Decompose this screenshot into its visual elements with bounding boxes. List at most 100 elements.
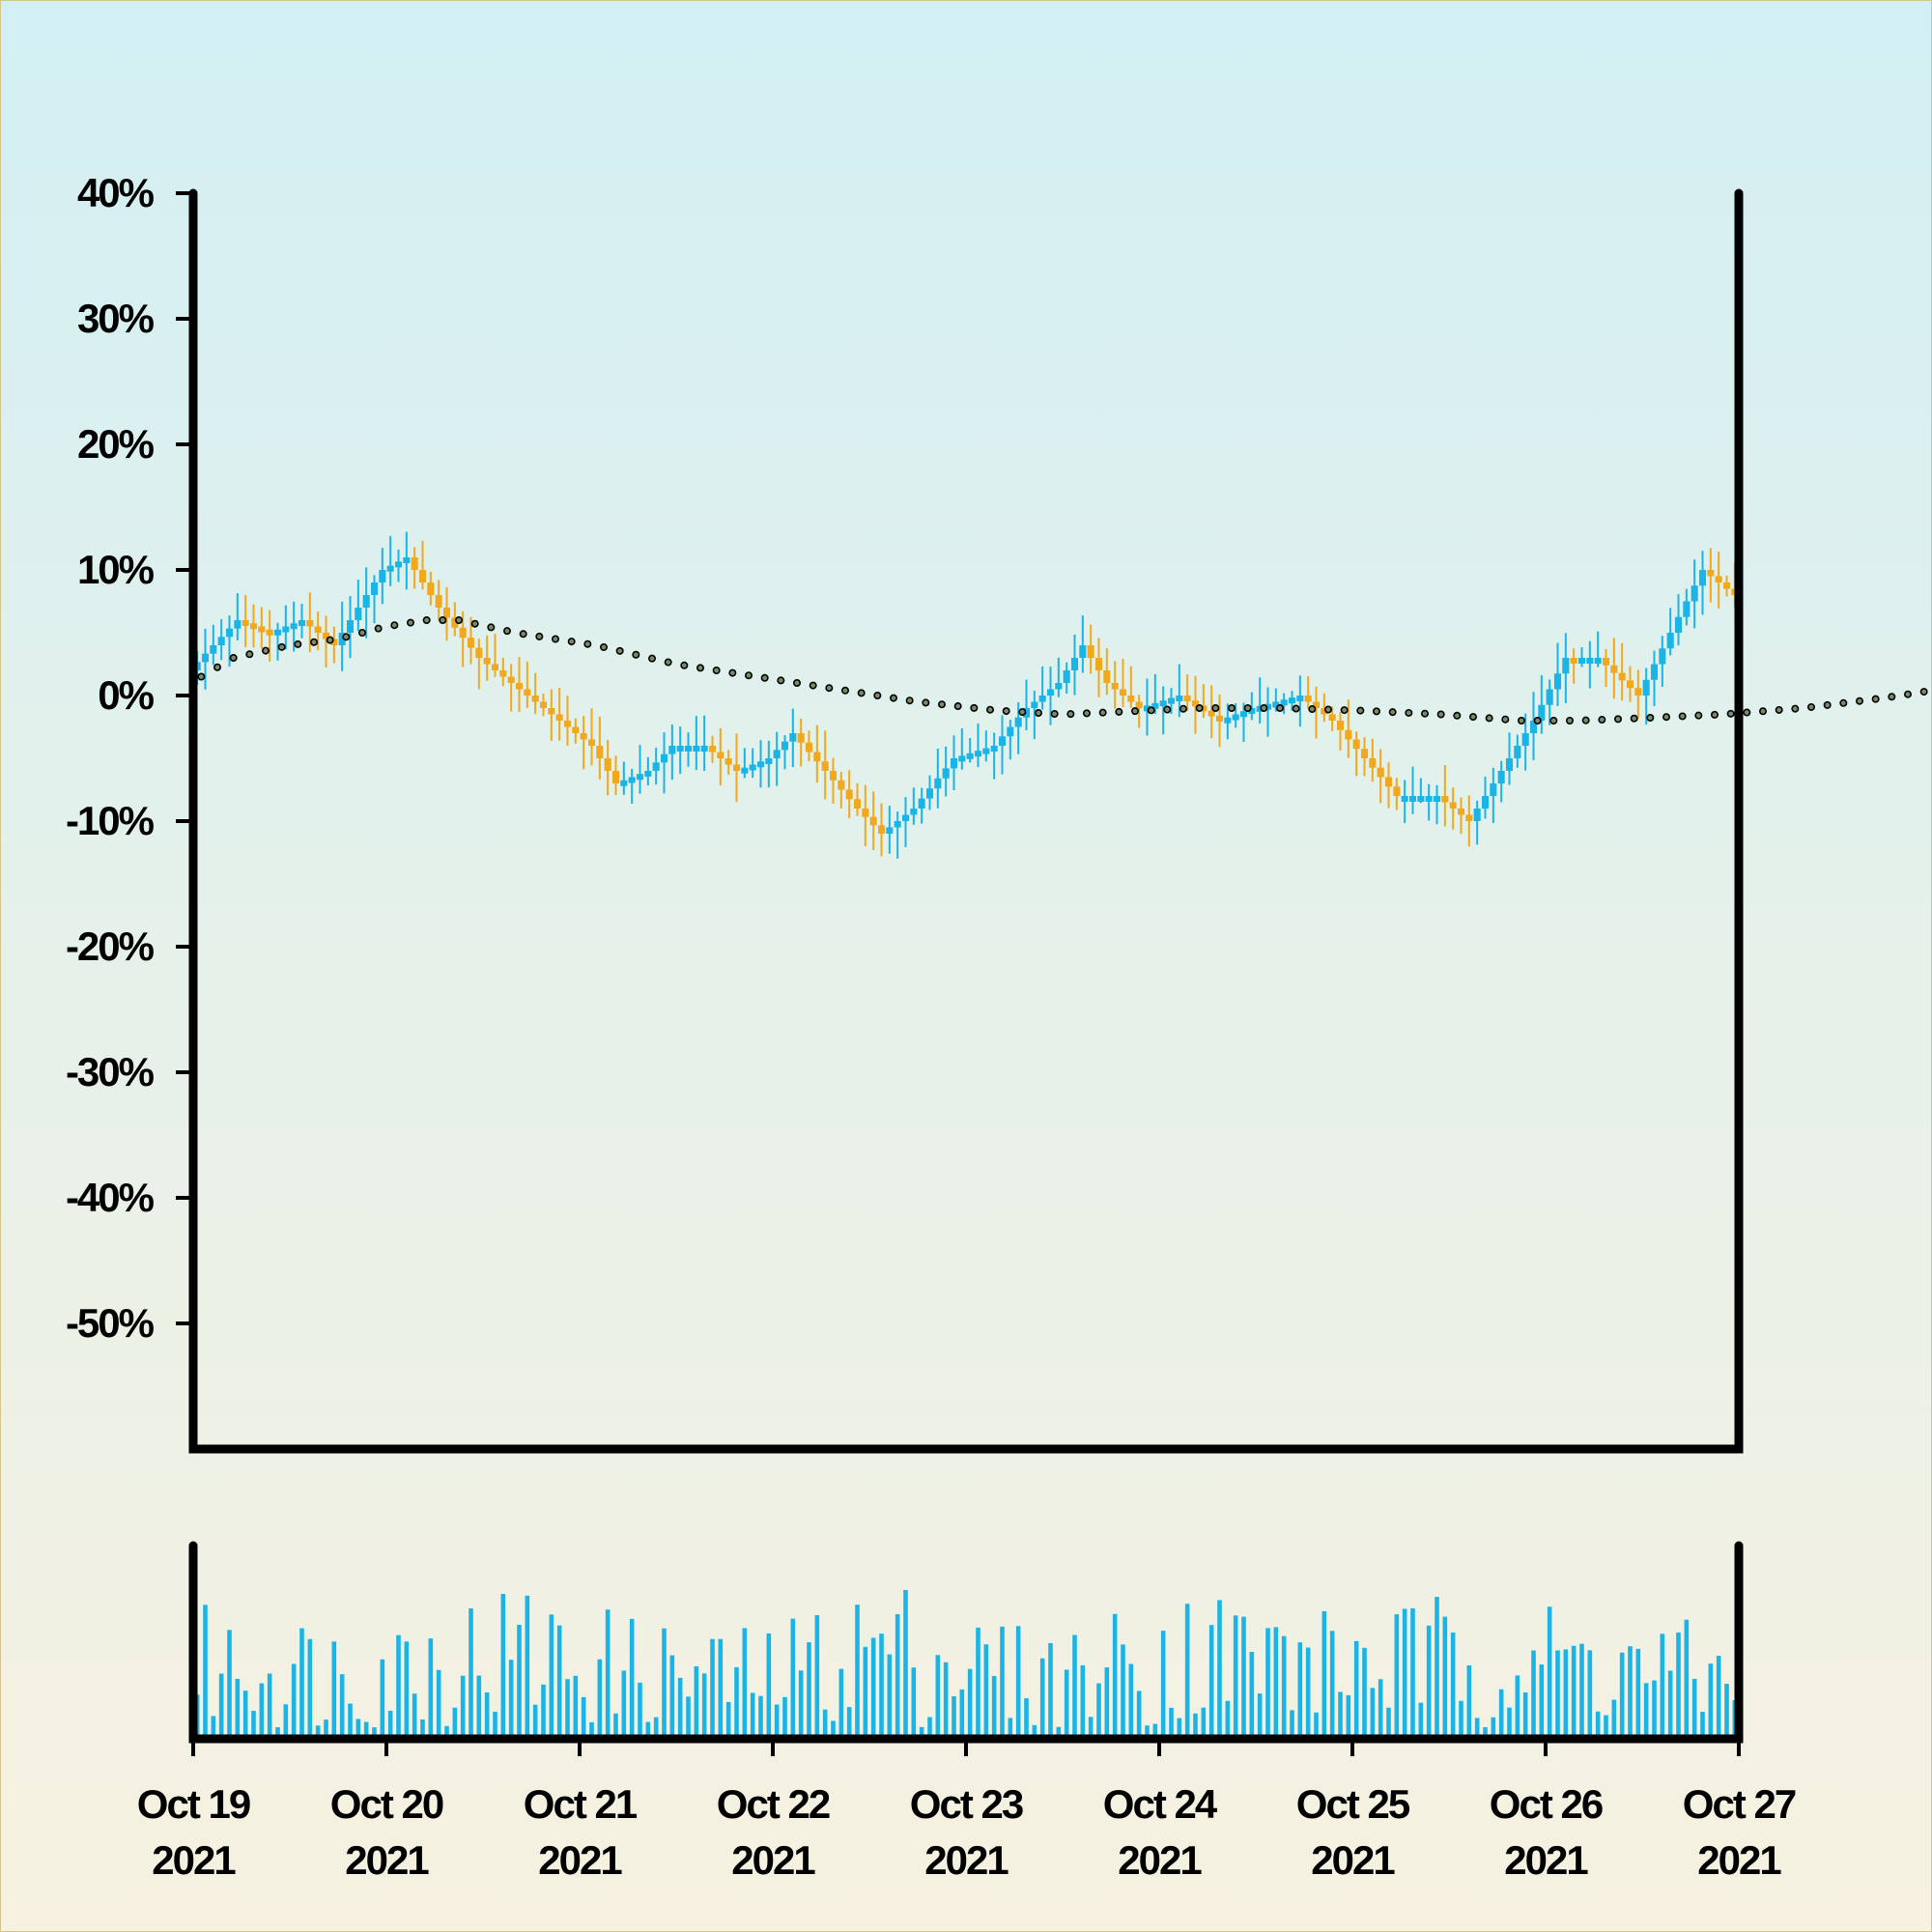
trend-dot [1791,704,1800,713]
trend-dot [840,686,849,695]
ohlc-body [974,751,982,757]
ohlc-body [1490,783,1497,796]
ohlc-body [1618,672,1626,681]
volume-bar [621,1670,627,1739]
volume-bar [1145,1725,1150,1739]
volume-bar [887,1654,893,1739]
y-tick-label: 30% [77,296,155,341]
trend-dot [357,628,366,637]
ohlc-body [1715,576,1722,582]
trend-dot [519,630,527,639]
trend-dot [1904,690,1913,698]
ohlc-body [442,608,451,618]
ohlc-body [877,825,886,834]
ohlc-body [1280,699,1288,706]
volume-bar [396,1634,401,1739]
volume-bar [1442,1616,1448,1739]
volume-bar [742,1628,748,1739]
trend-dot [342,633,351,641]
volume-bar [1056,1726,1062,1739]
ohlc-body [869,816,877,826]
trend-dot [1179,704,1188,713]
volume-bar [1611,1699,1617,1739]
ohlc-body [1377,767,1384,778]
volume-bar [331,1641,337,1739]
trend-dot [551,635,559,643]
ohlc-body [853,799,862,809]
ohlc-body [507,676,515,683]
ohlc-body [1408,796,1417,802]
volume-bar [1579,1643,1584,1739]
ohlc-body [225,628,234,638]
ohlc-body [1586,658,1594,664]
trend-dot [1228,703,1236,712]
volume-bar [1450,1632,1456,1739]
volume-bar [822,1709,828,1739]
volume-bar [251,1711,256,1739]
ohlc-body [756,761,765,768]
trend-dot [1066,710,1075,719]
ohlc-body [1345,729,1352,740]
ohlc-body [765,758,773,764]
volume-bar [517,1624,522,1739]
volume-bar [556,1625,562,1739]
trend-dot [422,615,431,624]
ohlc-body [1683,601,1690,617]
ohlc-body [1441,796,1449,803]
ohlc-body [1529,721,1538,733]
volume-bar [1160,1631,1166,1739]
ohlc-body [266,629,273,636]
volume-bar [581,1696,586,1739]
ohlc-body [411,557,418,570]
trend-dot [502,627,511,636]
volume-bar [1652,1680,1657,1739]
volume-bar [1201,1707,1207,1739]
volume-bar [694,1666,699,1739]
volume-bar [1459,1700,1463,1739]
trend-dot [1292,704,1300,713]
ohlc-body [1481,796,1490,809]
trend-dot [809,681,817,690]
volume-bar [283,1704,289,1739]
trend-dot [1083,709,1092,718]
volume-bar [831,1720,836,1739]
volume-bar [211,1716,216,1739]
ohlc-body [660,753,668,763]
ohlc-body [563,721,572,727]
volume-bar [589,1721,594,1739]
volume-bar [1297,1642,1303,1739]
y-tick-label: -50% [66,1300,155,1346]
trend-dot [922,698,930,707]
ohlc-body [427,582,435,595]
ohlc-body [1505,758,1514,771]
trend-dot [1195,703,1204,712]
ohlc-body [1031,701,1038,708]
volume-bar [983,1644,989,1739]
volume-bar [653,1717,659,1739]
trend-dot [1646,714,1655,723]
trend-dot [1485,714,1493,723]
y-tick-label: -40% [66,1175,155,1220]
trend-dots [197,615,1928,724]
ohlc-body [515,683,524,690]
trend-dot [309,638,318,646]
ohlc-body [1722,582,1731,589]
ohlc-body [676,746,684,752]
volume-bar [532,1704,538,1739]
ohlc-body [1449,802,1457,809]
volume-bar [1064,1669,1069,1739]
ohlc-body [925,788,934,799]
ohlc-body [282,626,290,633]
ohlc-body [1022,708,1031,718]
volume-bar [1370,1688,1376,1739]
volume-bar [565,1679,570,1739]
volume-bar [1539,1664,1545,1739]
volume-bar [380,1659,385,1739]
ohlc-body [829,771,838,781]
ohlc-body [1538,704,1546,721]
volume-bar [227,1630,232,1739]
trend-dot [1888,693,1896,701]
ohlc-body [1063,670,1070,683]
ohlc-body [1497,771,1505,783]
volume-bar [1208,1625,1214,1739]
